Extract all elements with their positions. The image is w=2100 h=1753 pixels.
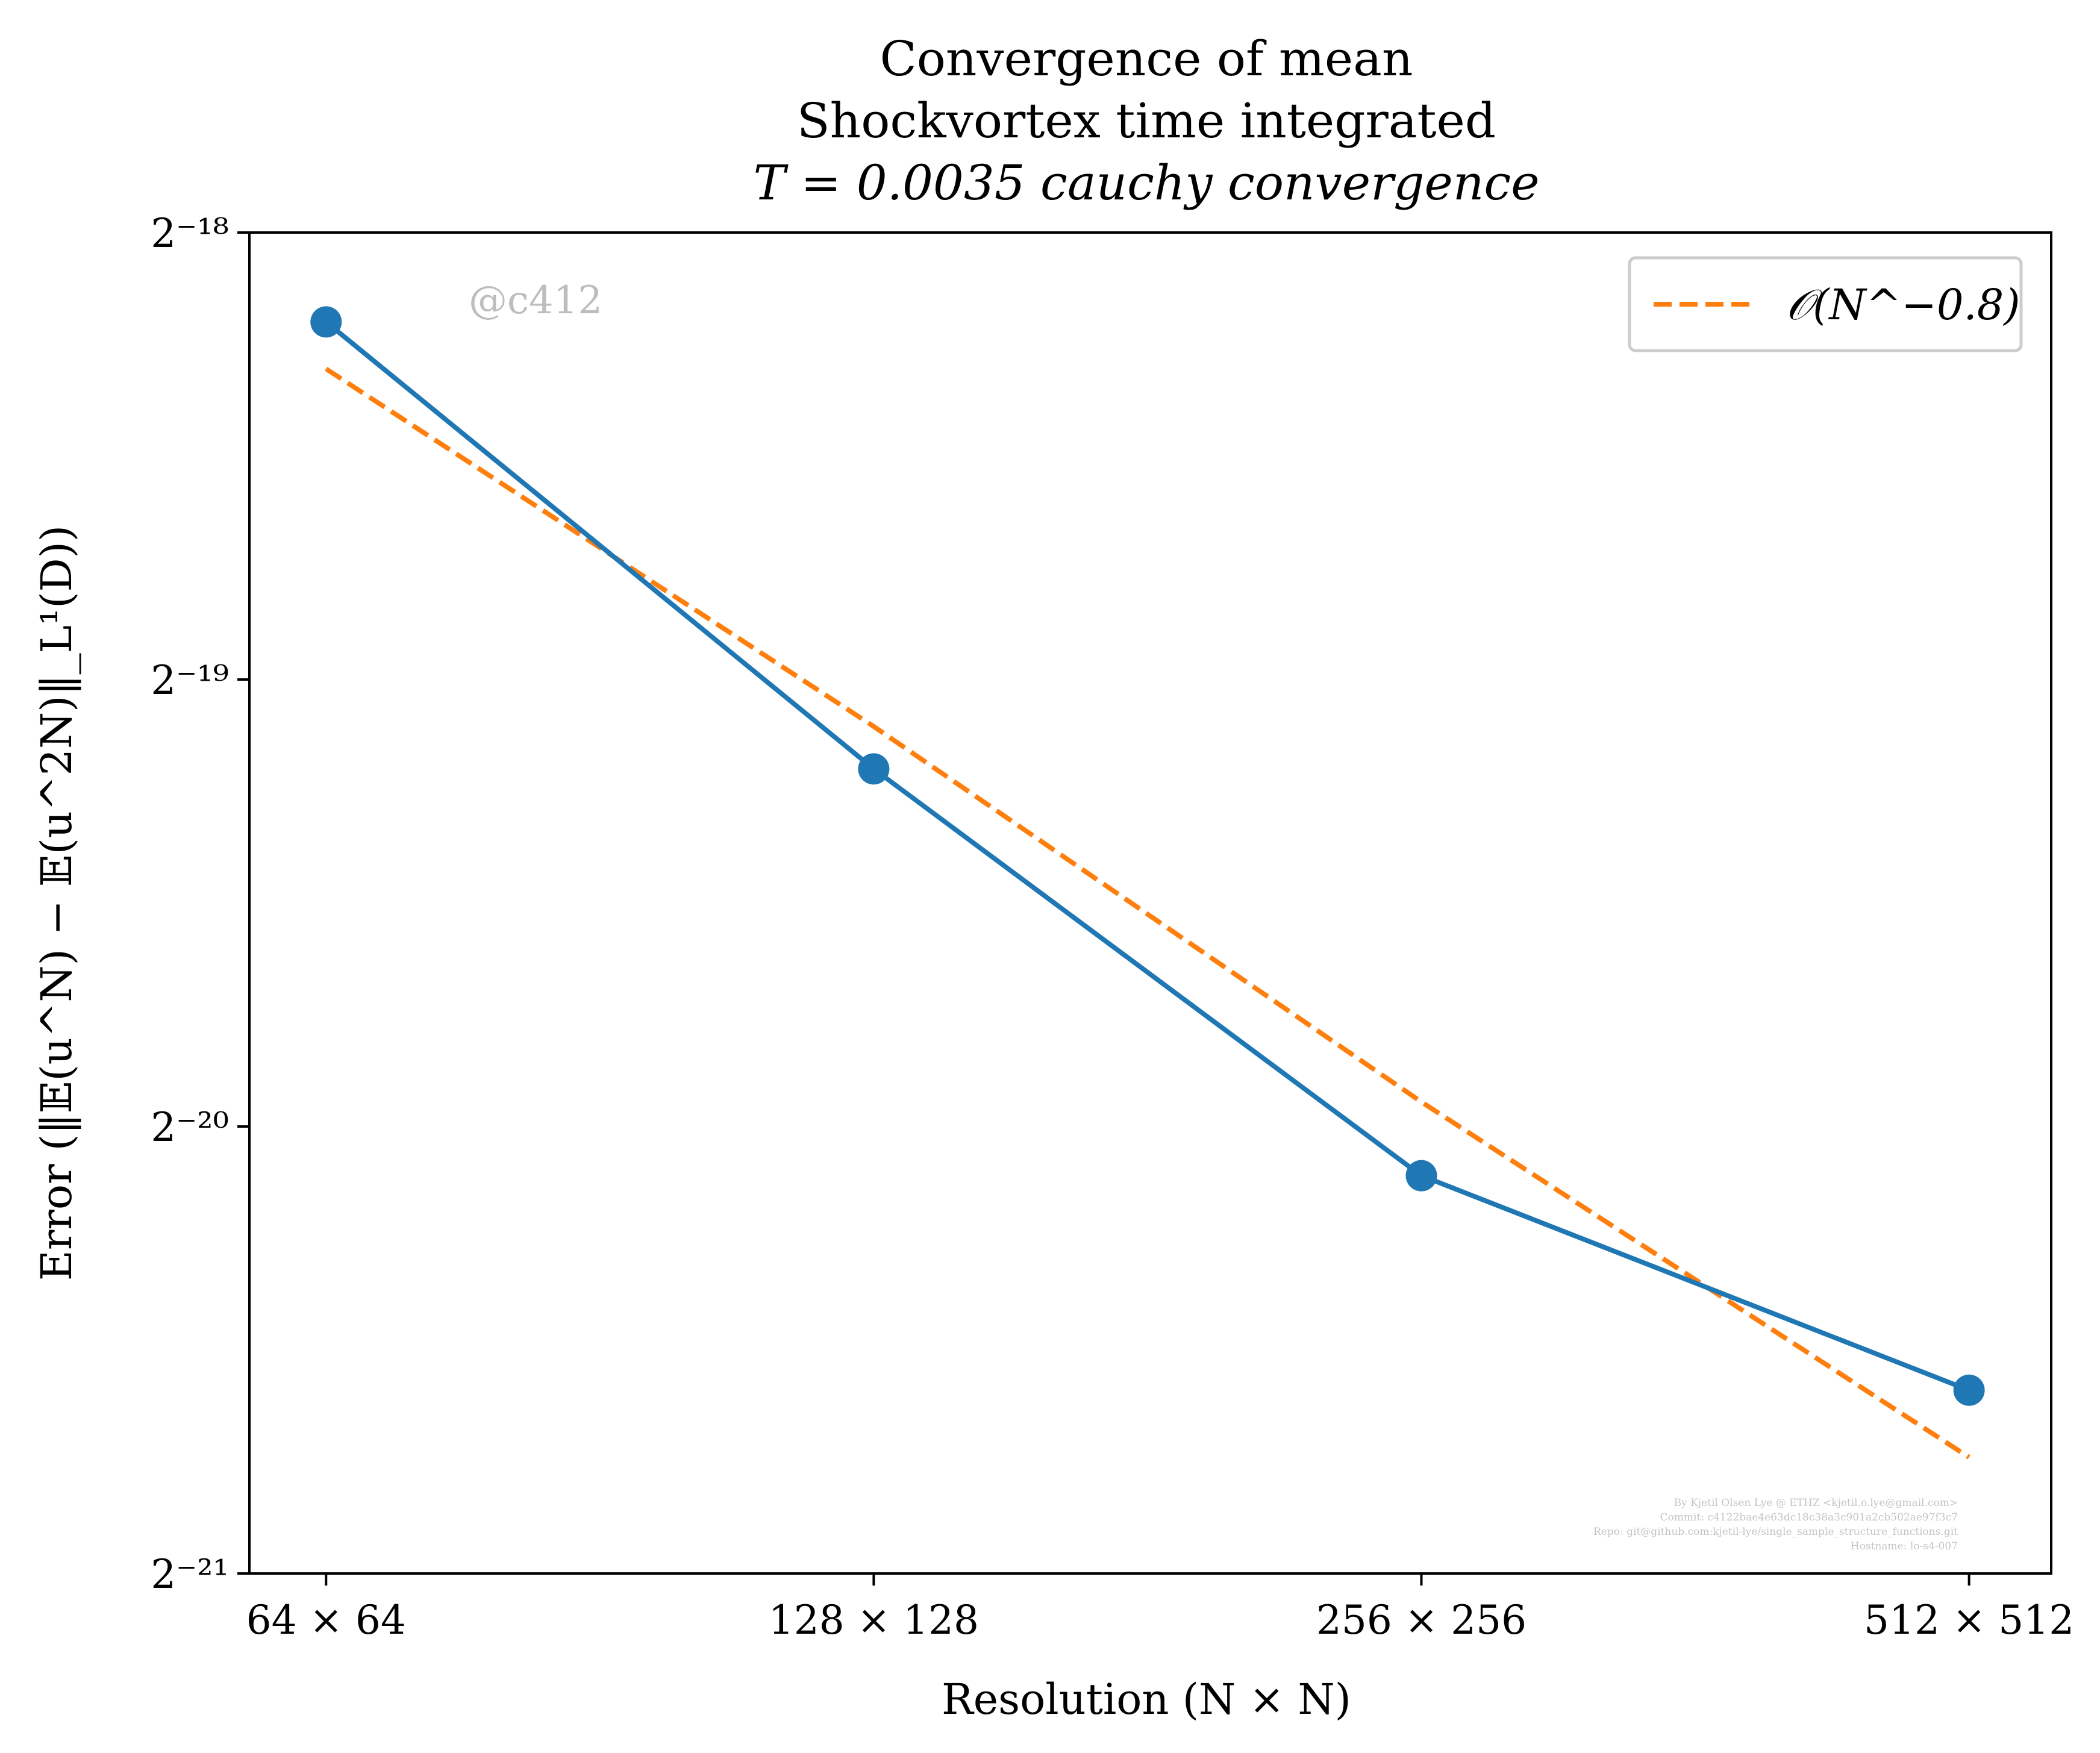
error-point bbox=[858, 753, 890, 785]
x-axis: 64 × 64 128 × 128 256 × 256 512 × 512 bbox=[246, 1573, 2074, 1643]
y-tick-label: 2⁻²⁰ bbox=[151, 1104, 229, 1151]
error-point bbox=[1405, 1160, 1437, 1192]
error-point bbox=[1953, 1374, 1985, 1406]
error-line bbox=[324, 320, 1970, 1393]
watermark: @c412 bbox=[469, 278, 602, 323]
y-axis: 2⁻¹⁸ 2⁻¹⁹ 2⁻²⁰ 2⁻²¹ bbox=[151, 210, 249, 1598]
x-tick-label: 512 × 512 bbox=[1864, 1597, 2074, 1643]
y-tick-label: 2⁻¹⁸ bbox=[151, 210, 229, 257]
series-layer bbox=[310, 306, 1985, 1460]
y-axis-label: Error (‖𝔼(u^N) − 𝔼(u^2N)‖_L¹(D)) bbox=[32, 525, 81, 1281]
chart-title-line-1: Convergence of mean bbox=[880, 31, 1413, 87]
credit-line-3: Repo: git@github.com:kjetil-lye/single_s… bbox=[1593, 1526, 1958, 1538]
credit-line-4: Hostname: lo-s4-007 bbox=[1851, 1540, 1958, 1552]
x-tick-label: 256 × 256 bbox=[1316, 1597, 1527, 1643]
x-tick-label: 128 × 128 bbox=[769, 1597, 979, 1643]
chart-title-line-2: Shockvortex time integrated bbox=[797, 93, 1496, 149]
chart-title: Convergence of mean Shockvortex time int… bbox=[753, 31, 1539, 211]
credit-line-2: Commit: c4122bae4e63dc18c38a3c901a2cb502… bbox=[1660, 1511, 1958, 1523]
legend: 𝒪(N^−0.8) bbox=[1628, 256, 2023, 352]
x-axis-label: Resolution (N × N) bbox=[942, 1675, 1351, 1724]
credits: By Kjetil Olsen Lye @ ETHZ <kjetil.o.lye… bbox=[1593, 1497, 1958, 1552]
y-tick-label: 2⁻¹⁹ bbox=[151, 657, 229, 704]
y-tick-label: 2⁻²¹ bbox=[151, 1551, 229, 1598]
x-tick-label: 64 × 64 bbox=[246, 1597, 406, 1643]
error-point bbox=[310, 306, 342, 338]
credit-line-1: By Kjetil Olsen Lye @ ETHZ <kjetil.o.lye… bbox=[1674, 1497, 1958, 1509]
chart-title-line-3: T = 0.0035 cauchy convergence bbox=[753, 155, 1539, 211]
legend-label-reference: 𝒪(N^−0.8) bbox=[1786, 280, 2020, 330]
legend-box bbox=[1628, 256, 2023, 352]
plot-area-frame bbox=[248, 231, 2052, 1575]
